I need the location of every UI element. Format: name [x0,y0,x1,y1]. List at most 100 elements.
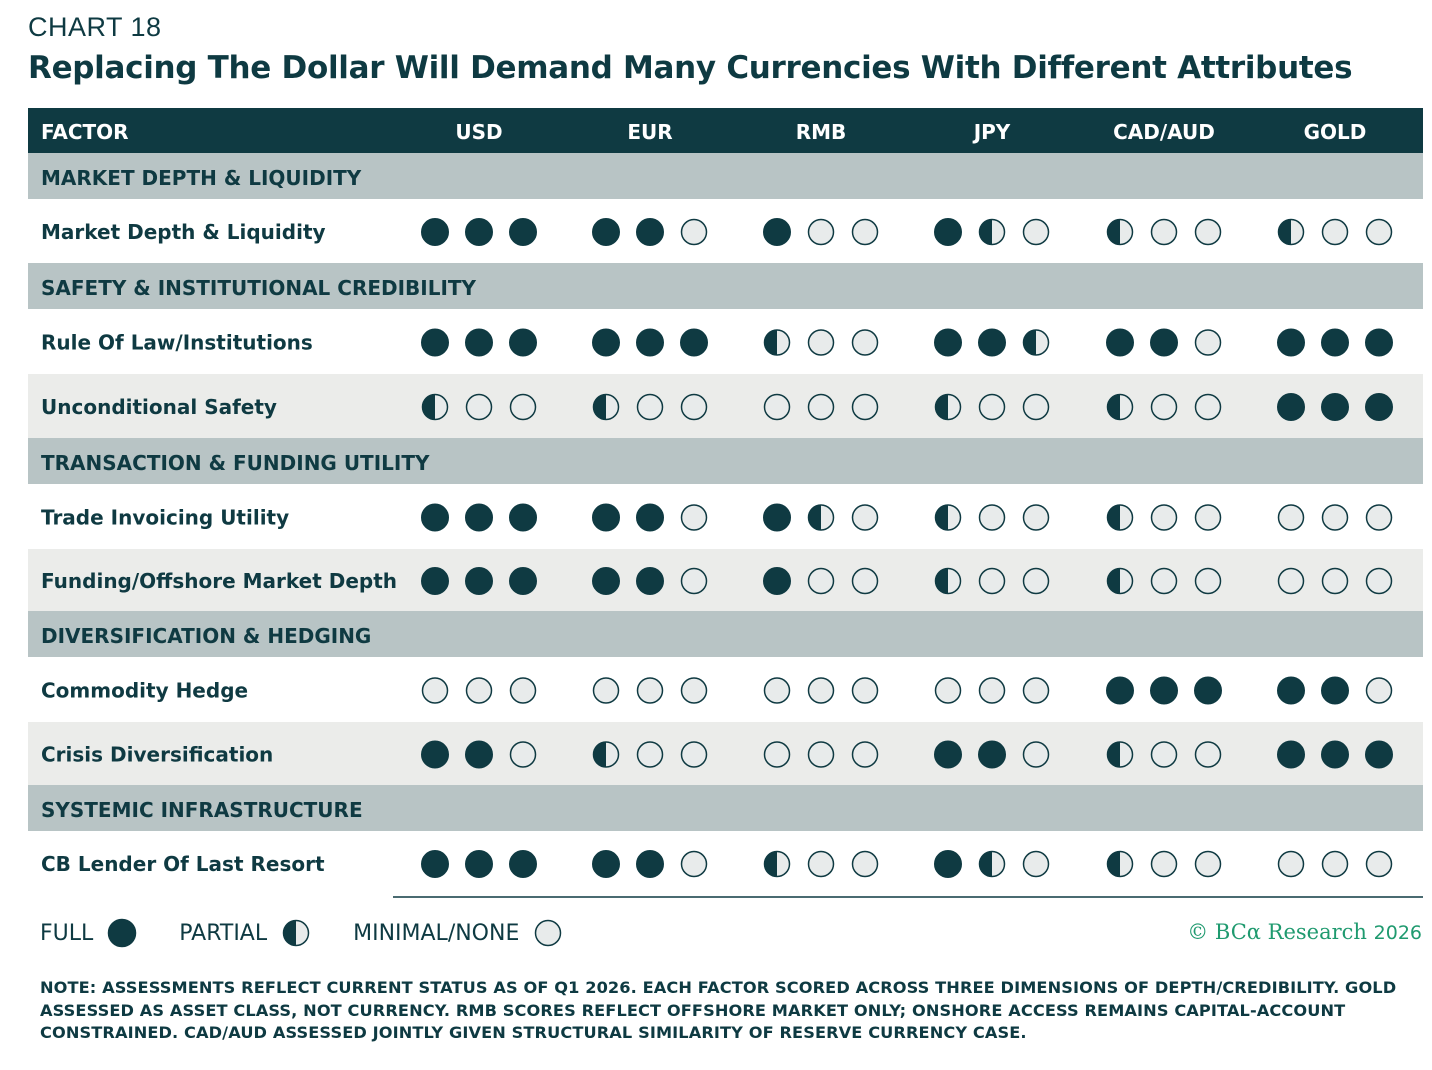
header-column-jpy: JPY [972,120,1011,144]
score-dot-partial-fill [979,219,992,245]
score-dot-empty [509,741,537,768]
score-dot-empty [851,567,879,595]
factor-label: Funding/Offshore Market Depth [41,569,397,593]
header-column-cadaud: CAD/AUD [1113,120,1215,144]
score-dot-empty [807,850,835,878]
score-dot-empty [1150,741,1178,768]
score-dot-partial-fill [593,742,606,767]
section-band [28,438,1423,484]
score-dot-full [465,218,493,246]
score-dot-empty [421,677,449,704]
score-dot-empty [978,504,1006,531]
full-dot-icon [108,918,137,948]
score-dot-partial-fill [1107,219,1120,245]
score-dot-empty [680,567,708,595]
score-dot-full [509,567,537,595]
score-dot-empty [509,393,537,421]
score-dot-empty [1150,850,1178,878]
score-dot-full [636,328,664,357]
score-dot-empty [763,741,791,768]
legend-minimal-label: MINIMAL/NONE [353,920,520,946]
score-dot-empty [763,677,791,704]
score-dot-empty [934,677,962,704]
score-dot-full [680,328,708,357]
score-dot-full [636,503,664,532]
header-bar [28,108,1423,153]
score-dot-full [636,850,664,878]
score-dot-full [465,503,493,532]
score-dot-empty [1194,567,1222,595]
score-dot-empty [1365,677,1393,704]
score-dot-empty [1194,329,1222,356]
section-band [28,611,1423,657]
section-label: DIVERSIFICATION & HEDGING [41,624,371,648]
score-dot-empty [1194,393,1222,421]
credit-year: 2026 [1373,922,1422,944]
score-dot-empty [1150,218,1178,246]
factor-row-band [28,374,1423,438]
legend: FULL PARTIAL MINIMAL/NONE [40,918,605,948]
score-dot-full [1277,328,1305,357]
header-column-eur: EUR [627,120,672,144]
section-label: TRANSACTION & FUNDING UTILITY [41,451,430,475]
partial-dot-icon [282,919,310,947]
score-dot-full [421,328,449,357]
score-dot-empty [1194,218,1222,246]
score-dot-full [1321,740,1349,769]
factor-label: Commodity Hedge [41,679,248,703]
score-dot-empty [851,218,879,246]
factor-label: Crisis Diversification [41,743,273,767]
legend-full-label: FULL [40,920,94,946]
score-dot-full [1321,328,1349,357]
section-band [28,785,1423,831]
score-dot-empty [465,677,493,704]
score-dot-empty [978,677,1006,704]
factor-label: Rule Of Law/Institutions [41,331,313,355]
header-factor-label: FACTOR [41,120,129,144]
footnote: NOTE: ASSESSMENTS REFLECT CURRENT STATUS… [40,978,1397,1042]
factor-row-band [28,549,1423,611]
score-dot-full [978,740,1006,769]
score-dot-partial-fill [935,505,948,530]
score-dot-full [934,328,962,357]
score-dot-full [1365,328,1393,357]
header-column-rmb: RMB [796,120,847,144]
score-dot-empty [851,850,879,878]
score-dot-partial-fill [1107,742,1120,767]
header-column-gold: GOLD [1304,120,1367,144]
score-dot-empty [1022,741,1050,768]
score-dot-empty [1194,504,1222,531]
score-dot-full [1194,676,1222,705]
score-dot-partial-fill [935,568,948,594]
score-dot-empty [851,393,879,421]
score-dot-empty [1365,218,1393,246]
score-dot-empty [1194,741,1222,768]
score-dot-partial-fill [1278,219,1291,245]
legend-partial: PARTIAL [179,918,311,948]
score-dot-empty [1321,850,1349,878]
score-dot-full [509,218,537,246]
score-dot-empty [807,567,835,595]
chart-title: Replacing The Dollar Will Demand Many Cu… [28,50,1353,86]
score-dot-full [636,218,664,246]
credit-text: © BCα Research [1187,920,1367,944]
score-dot-full [1150,676,1178,705]
score-dot-full [465,740,493,769]
score-dot-empty [1022,218,1050,246]
score-dot-empty [509,677,537,704]
score-dot-partial-fill [593,394,606,420]
score-dot-partial-fill [422,394,435,420]
score-dot-partial-fill [1107,394,1120,420]
section-label: MARKET DEPTH & LIQUIDITY [41,166,362,190]
section-label: SYSTEMIC INFRASTRUCTURE [41,798,363,822]
score-dot-full [592,850,620,878]
score-dot-full [1321,676,1349,705]
score-dot-empty [978,567,1006,595]
section-band [28,153,1423,199]
score-dot-empty [1022,850,1050,878]
score-dot-full [592,503,620,532]
score-dot-full [421,218,449,246]
section-label: SAFETY & INSTITUTIONAL CREDIBILITY [41,276,477,300]
score-dot-partial-fill [1023,330,1036,355]
score-dot-empty [1022,677,1050,704]
